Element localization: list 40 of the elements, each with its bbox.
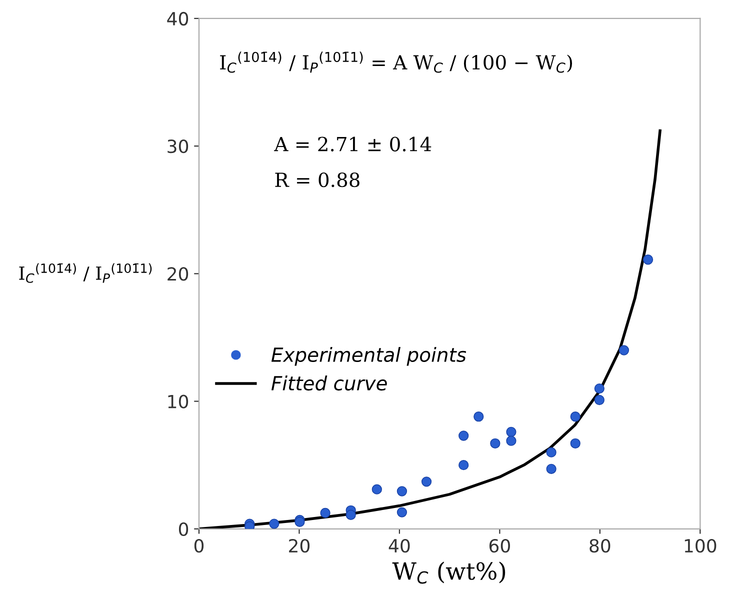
x-tick-label: 100 bbox=[684, 538, 716, 553]
point bbox=[594, 394, 604, 406]
point bbox=[594, 383, 604, 394]
point bbox=[269, 518, 280, 529]
point bbox=[372, 484, 382, 494]
point bbox=[346, 510, 356, 520]
point bbox=[506, 436, 516, 446]
point bbox=[421, 476, 432, 487]
point bbox=[474, 412, 484, 422]
point bbox=[396, 507, 408, 518]
x-tick-label: 0 bbox=[194, 538, 204, 553]
y-tick-label: 0 bbox=[178, 522, 188, 536]
x-tick-label: 20 bbox=[289, 538, 310, 553]
legend-label: Fitted curve bbox=[271, 376, 387, 391]
point bbox=[546, 447, 556, 458]
point bbox=[546, 464, 556, 474]
point bbox=[570, 438, 580, 448]
text: I$_{C}$$^{(101̄4)}$ / I$_{P}$$^{(101̄1)}$ = A W$_{C}$ / (100 − W$_{C}$) bbox=[220, 52, 572, 73]
x-tick-label: 40 bbox=[388, 538, 410, 553]
y-axis-title: I$_{C}$$^{(101̄4)}$ / I$_{P}$$^{(101̄1)}$ bbox=[19, 263, 152, 283]
y-tick-label: 40 bbox=[167, 12, 188, 26]
point bbox=[458, 430, 469, 441]
point bbox=[506, 426, 516, 437]
x-axis-title: W$_{C}$ (wt%) bbox=[392, 562, 506, 584]
point bbox=[618, 345, 630, 356]
line-series bbox=[198, 129, 662, 529]
point bbox=[570, 412, 580, 422]
y-tick-label: 30 bbox=[168, 140, 188, 154]
point bbox=[642, 254, 654, 265]
y-tick-label: 20 bbox=[168, 267, 188, 281]
x-tick-label: 80 bbox=[590, 538, 610, 553]
point bbox=[396, 486, 408, 496]
legend-label: Experimental points bbox=[271, 346, 466, 366]
point bbox=[490, 438, 500, 448]
y-tick-label: 10 bbox=[168, 394, 188, 408]
annotation: R = 0.88 bbox=[275, 172, 360, 188]
point bbox=[320, 508, 330, 518]
x-tick-label: 60 bbox=[489, 538, 510, 553]
annotation: A = 2.71 ± 0.14 bbox=[274, 136, 432, 152]
point bbox=[458, 460, 469, 470]
